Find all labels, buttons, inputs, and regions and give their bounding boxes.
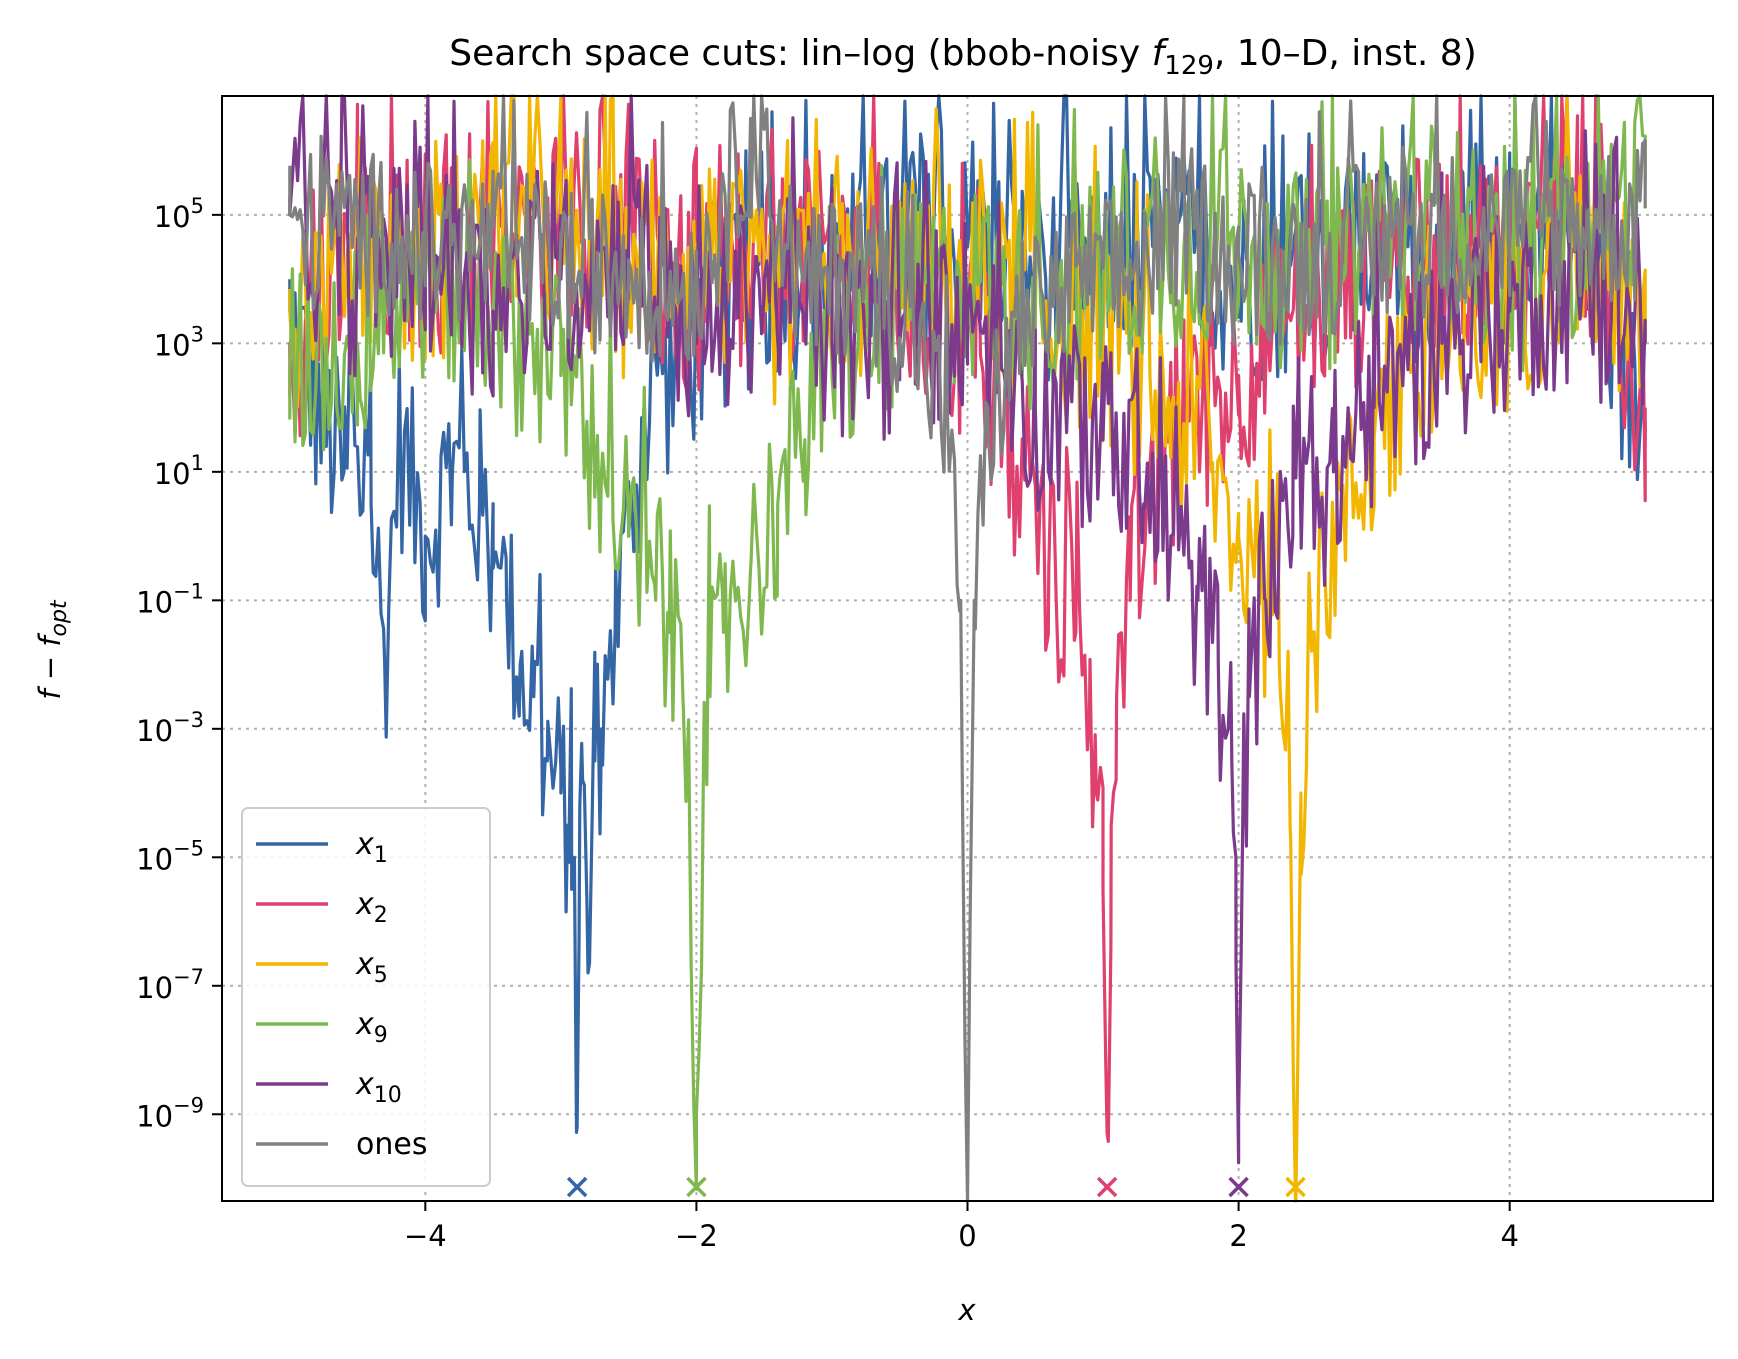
optimum-marker-5 <box>1285 1176 1306 1198</box>
optimum-marker-10 <box>1228 1176 1249 1198</box>
x-tick-label: −4 <box>404 1219 447 1253</box>
legend: x1 x2 x5 x9 x10 ones <box>241 807 491 1187</box>
x-axis-label: x <box>957 1293 976 1327</box>
title-prefix: Search space cuts: lin–log (bbob-noisy <box>449 33 1151 74</box>
y-tick-label: 10−5 <box>136 836 204 876</box>
legend-label-10: x10 <box>355 1067 402 1108</box>
legend-label-1: x1 <box>355 827 388 868</box>
x-tick-label: 4 <box>1500 1219 1518 1253</box>
y-tick-label: 10−3 <box>136 708 204 748</box>
y-axis-label: f − fopt <box>33 599 72 700</box>
y-tick-label: 105 <box>154 194 204 234</box>
legend-label-ones: ones <box>356 1127 427 1162</box>
y-axis-label-base: f − f <box>33 633 67 700</box>
title-sub: 129 <box>1164 51 1214 81</box>
title-suffix: , 10–D, inst. 8) <box>1214 33 1477 74</box>
x-tick-label: −2 <box>675 1219 718 1253</box>
optimum-marker-9 <box>686 1176 707 1198</box>
chart-title: Search space cuts: lin–log (bbob-noisy f… <box>449 33 1477 81</box>
y-tick-label: 10−1 <box>136 579 204 619</box>
y-tick-label: 10−7 <box>136 965 204 1005</box>
x-axis-ticks: −4 −2 0 2 4 <box>404 1201 1519 1253</box>
optimum-marker-1 <box>566 1176 588 1198</box>
y-axis-ticks: 105 103 101 10−1 10−3 10−5 10−7 10−9 <box>136 194 222 1133</box>
y-axis-label-sub: opt <box>47 599 72 636</box>
legend-label-5: x5 <box>355 947 388 988</box>
y-tick-label: 103 <box>154 322 204 362</box>
series-line-2 <box>288 94 1647 1143</box>
series-line-10 <box>288 94 1647 1165</box>
x-tick-label: 0 <box>958 1219 976 1253</box>
optimum-marker-2 <box>1096 1176 1118 1198</box>
x-tick-label: 2 <box>1229 1219 1247 1253</box>
legend-label-9: x9 <box>355 1007 388 1048</box>
legend-label-2: x2 <box>355 887 388 928</box>
optimum-markers <box>566 1176 1306 1198</box>
y-tick-label: 10−9 <box>136 1093 204 1133</box>
y-tick-label: 101 <box>154 451 204 491</box>
